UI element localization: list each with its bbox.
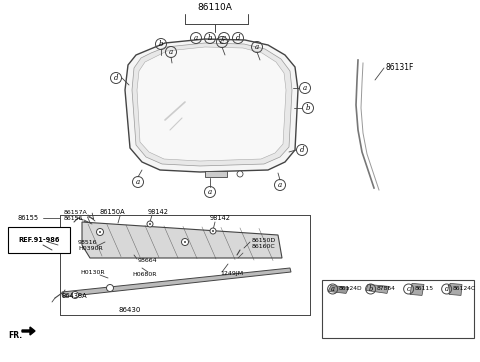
Text: 86110A: 86110A — [198, 4, 232, 13]
Text: a: a — [194, 34, 198, 42]
Text: 86157A: 86157A — [64, 210, 88, 215]
Text: 86131F: 86131F — [386, 63, 414, 72]
Text: a: a — [169, 48, 173, 56]
Polygon shape — [328, 285, 349, 294]
Circle shape — [147, 221, 153, 227]
Text: b: b — [159, 40, 163, 48]
Circle shape — [99, 231, 101, 233]
Text: 86438A: 86438A — [62, 293, 88, 299]
Polygon shape — [62, 268, 291, 297]
Text: REF.91-986: REF.91-986 — [18, 237, 60, 243]
Text: 86115: 86115 — [415, 286, 434, 291]
Bar — [205, 171, 227, 177]
Circle shape — [149, 223, 151, 225]
Text: a: a — [255, 43, 259, 51]
Polygon shape — [82, 222, 282, 258]
Text: 86156: 86156 — [64, 216, 84, 222]
Text: c: c — [222, 34, 226, 42]
Text: a: a — [331, 285, 335, 293]
Circle shape — [210, 228, 216, 234]
Circle shape — [96, 228, 104, 236]
Text: 86124D: 86124D — [339, 286, 362, 291]
Text: FR.: FR. — [8, 331, 22, 340]
Polygon shape — [137, 47, 286, 161]
Text: H0130R: H0130R — [80, 270, 105, 275]
Polygon shape — [22, 327, 35, 335]
Circle shape — [107, 285, 113, 291]
Text: a: a — [136, 178, 140, 186]
Text: 86155: 86155 — [18, 215, 39, 221]
Bar — [322, 280, 474, 338]
Text: 98516: 98516 — [78, 240, 97, 245]
Text: 86430: 86430 — [119, 307, 141, 313]
Text: 1249JM: 1249JM — [220, 272, 243, 277]
Text: 98664: 98664 — [138, 258, 157, 264]
Text: d: d — [444, 285, 449, 293]
Text: 86124C: 86124C — [453, 286, 476, 291]
Text: d: d — [236, 34, 240, 42]
Text: d: d — [300, 146, 304, 154]
Circle shape — [237, 171, 243, 177]
Text: 86150D: 86150D — [252, 237, 276, 243]
Polygon shape — [449, 283, 462, 295]
Text: b: b — [306, 104, 310, 112]
Text: 86150A: 86150A — [100, 209, 126, 215]
Text: H0390R: H0390R — [78, 247, 103, 252]
Text: 86160C: 86160C — [252, 244, 276, 248]
Text: 98142: 98142 — [148, 209, 169, 215]
Polygon shape — [132, 43, 292, 166]
Text: 87864: 87864 — [377, 286, 396, 291]
Text: a: a — [208, 188, 212, 196]
Circle shape — [184, 241, 186, 243]
Polygon shape — [366, 285, 389, 294]
Text: c: c — [407, 285, 410, 293]
Text: a: a — [278, 181, 282, 189]
Text: 98142: 98142 — [210, 215, 231, 221]
Text: d: d — [114, 74, 118, 82]
Circle shape — [181, 239, 189, 245]
Circle shape — [72, 291, 79, 299]
Polygon shape — [125, 39, 298, 172]
Text: a: a — [303, 84, 307, 92]
Text: H0680R: H0680R — [132, 273, 156, 278]
Text: b: b — [369, 285, 373, 293]
Text: c: c — [220, 38, 224, 46]
Circle shape — [212, 230, 214, 232]
Polygon shape — [410, 283, 424, 295]
Text: b: b — [208, 34, 212, 42]
